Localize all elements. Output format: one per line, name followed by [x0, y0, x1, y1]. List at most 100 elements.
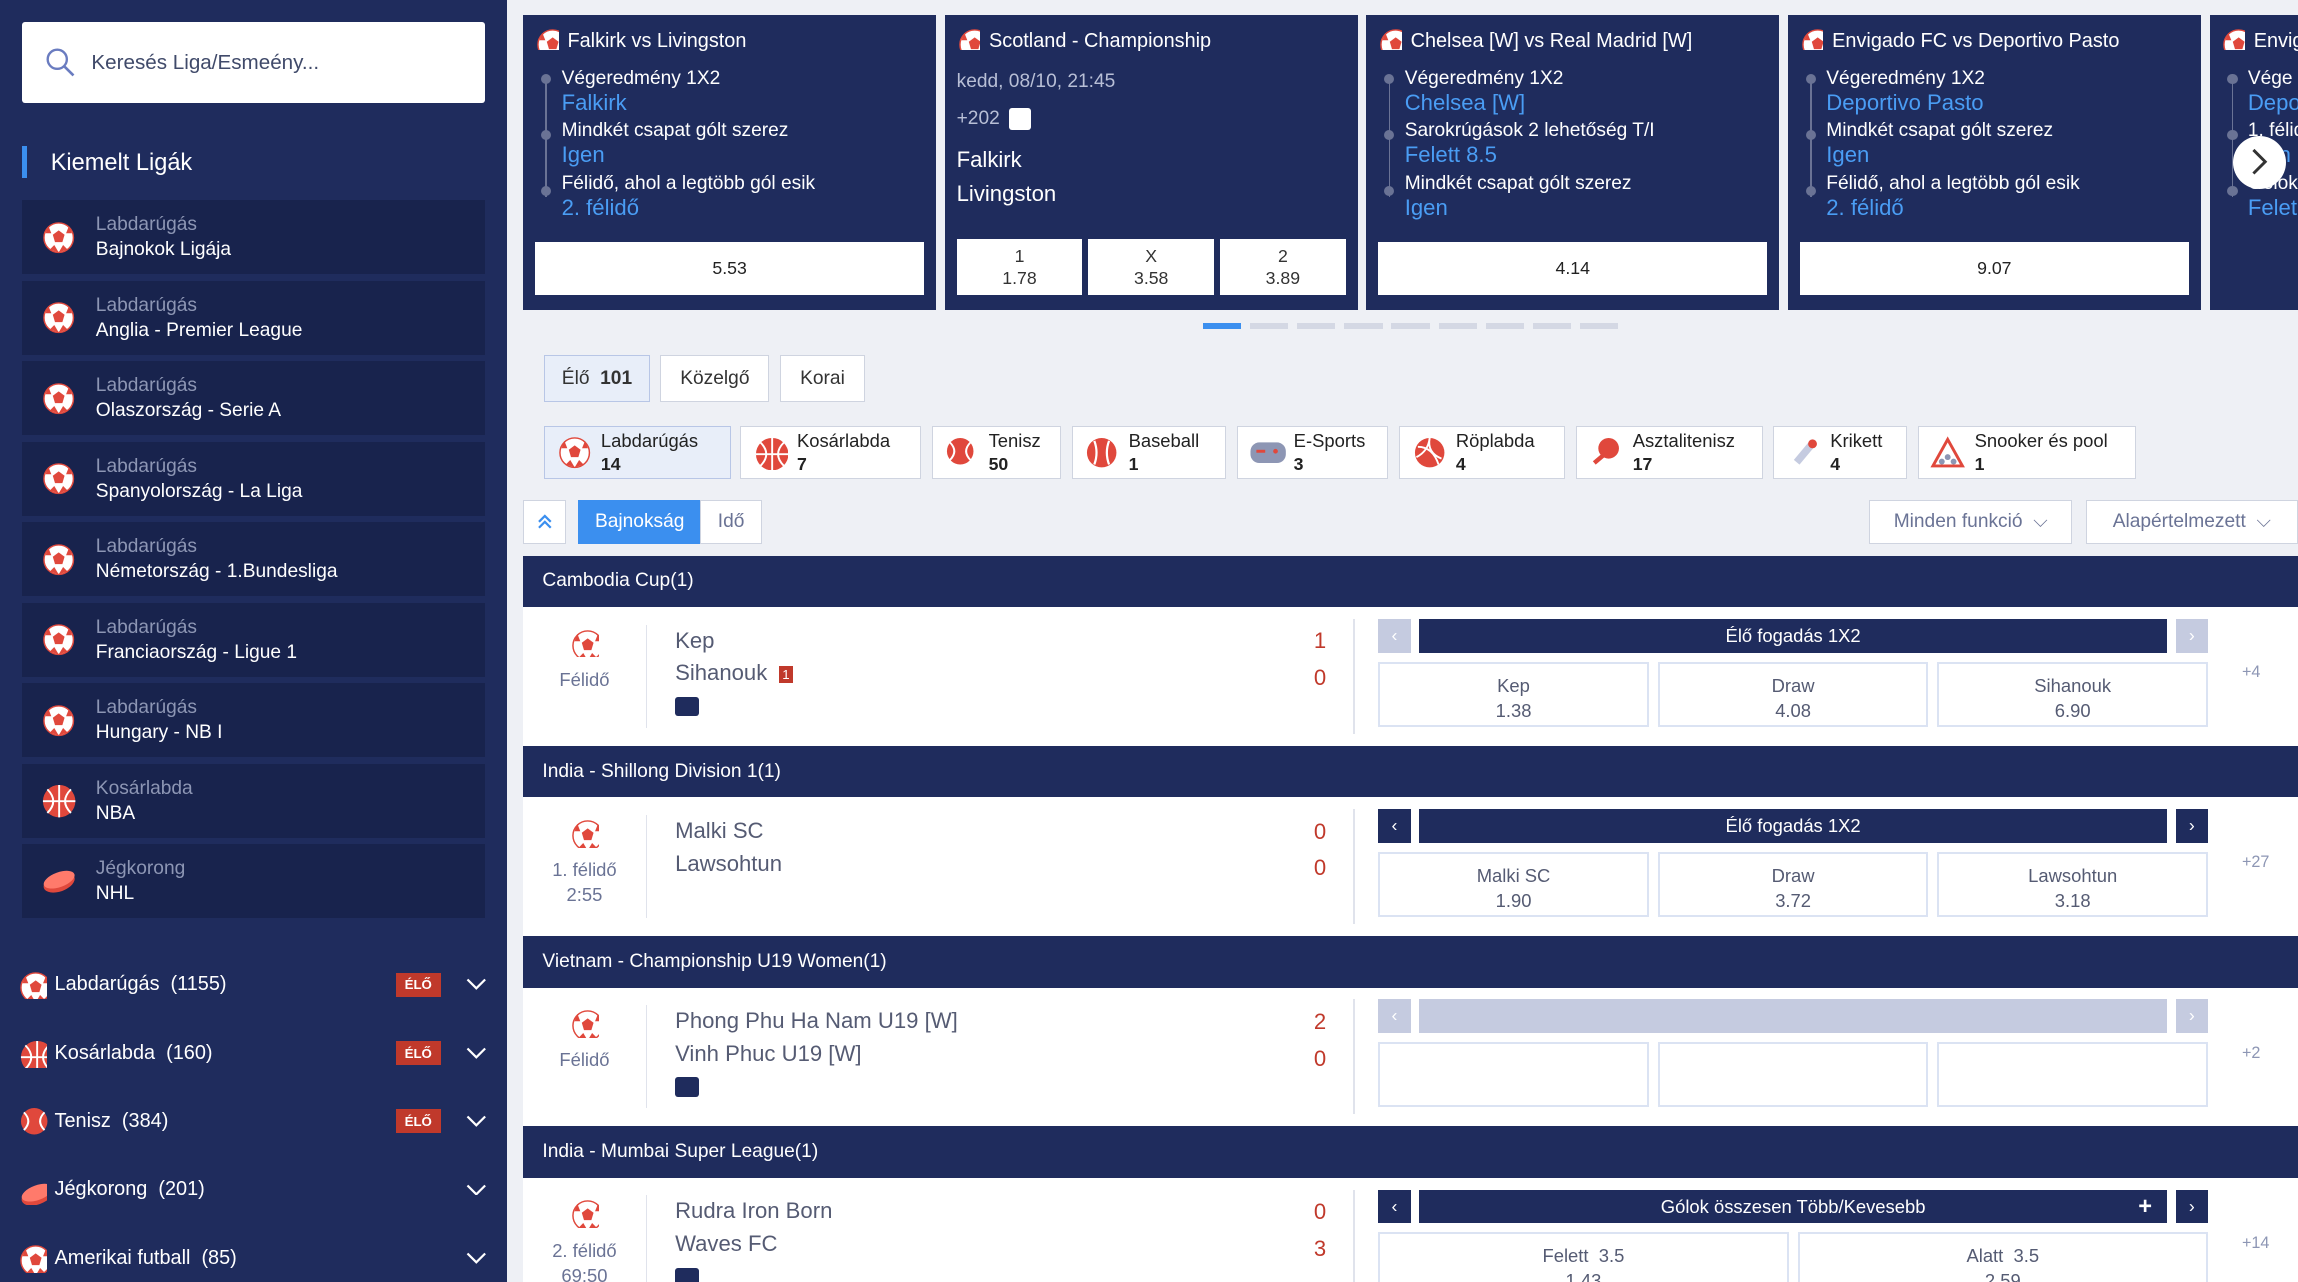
score-away: 0	[1313, 665, 1327, 691]
red-card-badge: 1	[779, 665, 793, 684]
market-next-button[interactable]: ›	[2175, 809, 2209, 844]
featured-bet-card[interactable]: Falkirk vs Livingston Végeredmény 1X2 Falk…	[523, 14, 936, 310]
odds-button[interactable]: Draw 4.08	[1657, 661, 1929, 727]
odds-key: 2	[1277, 245, 1288, 266]
tab-live[interactable]: Élő 101	[543, 355, 651, 403]
stats-icon[interactable]	[675, 1077, 699, 1097]
team-home: Phong Phu Ha Nam U19 [W]	[675, 1008, 958, 1034]
chevron-down-icon[interactable]	[466, 1042, 487, 1065]
more-markets-count[interactable]: +202	[956, 107, 1000, 129]
featured-league-item[interactable]: Kosárlabda NBA	[22, 763, 485, 838]
hockey-puck-icon	[18, 1175, 55, 1205]
tennis-ball-icon	[18, 1105, 55, 1137]
more-markets-link[interactable]: +4	[2241, 663, 2261, 682]
default-sort-dropdown[interactable]: Alapértelmezett ⌵	[2085, 499, 2298, 544]
combo-odds-button[interactable]: 9.07	[1799, 241, 2189, 295]
odds-button[interactable]: X 3.58	[1088, 238, 1215, 295]
gamepad-icon	[1249, 438, 1293, 467]
sport-filter-chip[interactable]: Tenisz 50	[931, 425, 1062, 480]
odds-button[interactable]: Alatt 3.5 2.59	[1797, 1232, 2209, 1282]
market-next-button[interactable]: ›	[2175, 999, 2209, 1034]
sport-chip-label: Kosárlabda	[796, 430, 891, 452]
league-header[interactable]: Cambodia Cup(1)	[523, 555, 2298, 608]
sort-by-league-button[interactable]: Bajnokság	[577, 499, 702, 544]
odds-value: 3.18	[2054, 889, 2091, 911]
featured-bet-card[interactable]: Scotland - Championship kedd, 08/10, 21:4…	[944, 14, 1358, 310]
odds-button[interactable]	[1937, 1042, 2209, 1107]
odds-button[interactable]: 2 3.89	[1219, 238, 1346, 295]
featured-league-item[interactable]: Labdarúgás Anglia - Premier League	[22, 280, 485, 355]
market-next-button[interactable]: ›	[2175, 619, 2209, 653]
odds-button[interactable]: Kep 1.38	[1378, 661, 1649, 727]
featured-bet-card[interactable]: Envigado FC vs Deportivo Pasto Végeredmén…	[1787, 14, 2201, 310]
match-row[interactable]: Félidő Kep Sihanouk 1 1 0 ‹ Élő fogadás 1X2 › Ke…	[523, 607, 2298, 746]
odds-button[interactable]: Felett 3.5 1.43	[1378, 1232, 1789, 1282]
combo-odds-button[interactable]: 4.14	[1378, 241, 1768, 295]
league-header[interactable]: India - Shillong Division 1(1)	[523, 745, 2298, 798]
featured-league-item[interactable]: Jégkorong NHL	[22, 844, 485, 918]
odds-button[interactable]: Malki SC 1.90	[1378, 851, 1649, 917]
odds-button[interactable]: 1 1.78	[956, 238, 1083, 295]
featured-league-item[interactable]: Labdarúgás Franciaország - Ligue 1	[22, 602, 485, 677]
market-name: Élő fogadás 1X2	[1419, 619, 2167, 653]
odds-button[interactable]: Draw 3.72	[1657, 851, 1929, 917]
odds-button[interactable]: Lawsohtun 3.18	[1937, 851, 2209, 917]
market-prev-button[interactable]: ‹	[1378, 619, 1411, 653]
sport-category-item[interactable]: Tenisz (384) ÉLŐ	[0, 1088, 507, 1156]
featured-league-item[interactable]: Labdarúgás Olaszország - Serie A	[22, 361, 485, 436]
more-markets-link[interactable]: +14	[2241, 1233, 2270, 1252]
league-header[interactable]: Vietnam - Championship U19 Women(1)	[523, 935, 2298, 988]
market-prev-button[interactable]: ‹	[1378, 1189, 1411, 1224]
tab-early[interactable]: Korai	[779, 355, 866, 403]
stats-icon[interactable]	[675, 1267, 699, 1282]
basketball-icon	[18, 1038, 55, 1068]
soccer-ball-icon	[535, 27, 569, 60]
odds-button[interactable]	[1378, 1042, 1649, 1107]
chevron-down-icon[interactable]	[466, 1178, 487, 1201]
sport-filter-chip[interactable]: Snooker és pool 1	[1917, 425, 2136, 480]
sport-category-item[interactable]: Jégkorong (201)	[0, 1156, 507, 1224]
chevron-down-icon[interactable]	[466, 1247, 487, 1270]
featured-league-item[interactable]: Labdarúgás Németország - 1.Bundesliga	[22, 522, 485, 597]
tab-upcoming[interactable]: Közelgő	[660, 355, 770, 403]
sport-filter-chip[interactable]: E-Sports 3	[1236, 425, 1389, 480]
match-row[interactable]: 2. félidő 69:50 Rudra Iron Born Waves FC 0 3 ‹…	[523, 1177, 2298, 1282]
market-prev-button[interactable]: ‹	[1378, 809, 1411, 844]
market-prev-button[interactable]: ‹	[1378, 999, 1411, 1034]
match-row[interactable]: 1. félidő 2:55 Malki SC Lawsohtun 0 0 ‹ Élő fog…	[523, 797, 2298, 936]
chevron-down-icon: ⌵	[2033, 510, 2048, 532]
sport-filter-chip[interactable]: Röplabda 4	[1398, 425, 1566, 480]
market-next-button[interactable]: ›	[2175, 1189, 2209, 1224]
odds-button[interactable]	[1657, 1042, 1929, 1107]
carousel-next-button[interactable]	[2233, 135, 2287, 189]
more-markets-link[interactable]: +2	[2241, 1043, 2261, 1062]
sport-filter-chip[interactable]: Labdarúgás 14	[543, 425, 732, 480]
featured-league-item[interactable]: Labdarúgás Spanyolország - La Liga	[22, 441, 485, 516]
search-input[interactable]: Keresés Liga/Esmeény...	[22, 22, 485, 104]
league-header[interactable]: India - Mumbai Super League(1)	[523, 1126, 2298, 1178]
chevron-down-icon[interactable]	[466, 1110, 487, 1133]
all-functions-dropdown[interactable]: Minden funkció ⌵	[1869, 499, 2073, 544]
selection-value: Felett 8.5	[1404, 142, 1497, 168]
sport-filter-chip[interactable]: Asztalitenisz 17	[1575, 425, 1763, 480]
market-header: ‹ Élő fogadás 1X2 ›	[1378, 619, 2209, 653]
odds-button[interactable]: Sihanouk 6.90	[1937, 661, 2209, 727]
sport-filter-chip[interactable]: Krikett 4	[1773, 425, 1908, 480]
featured-league-item[interactable]: Labdarúgás Bajnokok Ligája	[22, 200, 485, 275]
sort-by-time-button[interactable]: Idő	[700, 499, 763, 544]
sport-category-item[interactable]: Labdarúgás (1155) ÉLŐ	[0, 951, 507, 1019]
chevron-down-icon[interactable]	[466, 973, 487, 996]
stats-icon[interactable]	[675, 697, 699, 717]
carousel-dots[interactable]	[1202, 322, 1619, 329]
sport-category-item[interactable]: Amerikai futball (85)	[0, 1224, 507, 1282]
combo-odds-button[interactable]: 5.53	[535, 241, 925, 295]
more-markets-link[interactable]: +27	[2241, 853, 2270, 872]
sport-filter-chip[interactable]: Baseball 1	[1071, 425, 1227, 480]
match-row[interactable]: Félidő Phong Phu Ha Nam U19 [W] Vinh Phuc …	[523, 987, 2298, 1127]
featured-league-item[interactable]: Labdarúgás Hungary - NB I	[22, 683, 485, 758]
featured-bet-card[interactable]: Chelsea [W] vs Real Madrid [W] Végeredmén…	[1366, 14, 1780, 310]
plus-icon[interactable]: +	[2138, 1192, 2153, 1219]
sport-category-item[interactable]: Kosárlabda (160) ÉLŐ	[0, 1019, 507, 1087]
sport-filter-chip[interactable]: Kosárlabda 7	[739, 425, 922, 480]
collapse-all-button[interactable]	[523, 499, 566, 544]
